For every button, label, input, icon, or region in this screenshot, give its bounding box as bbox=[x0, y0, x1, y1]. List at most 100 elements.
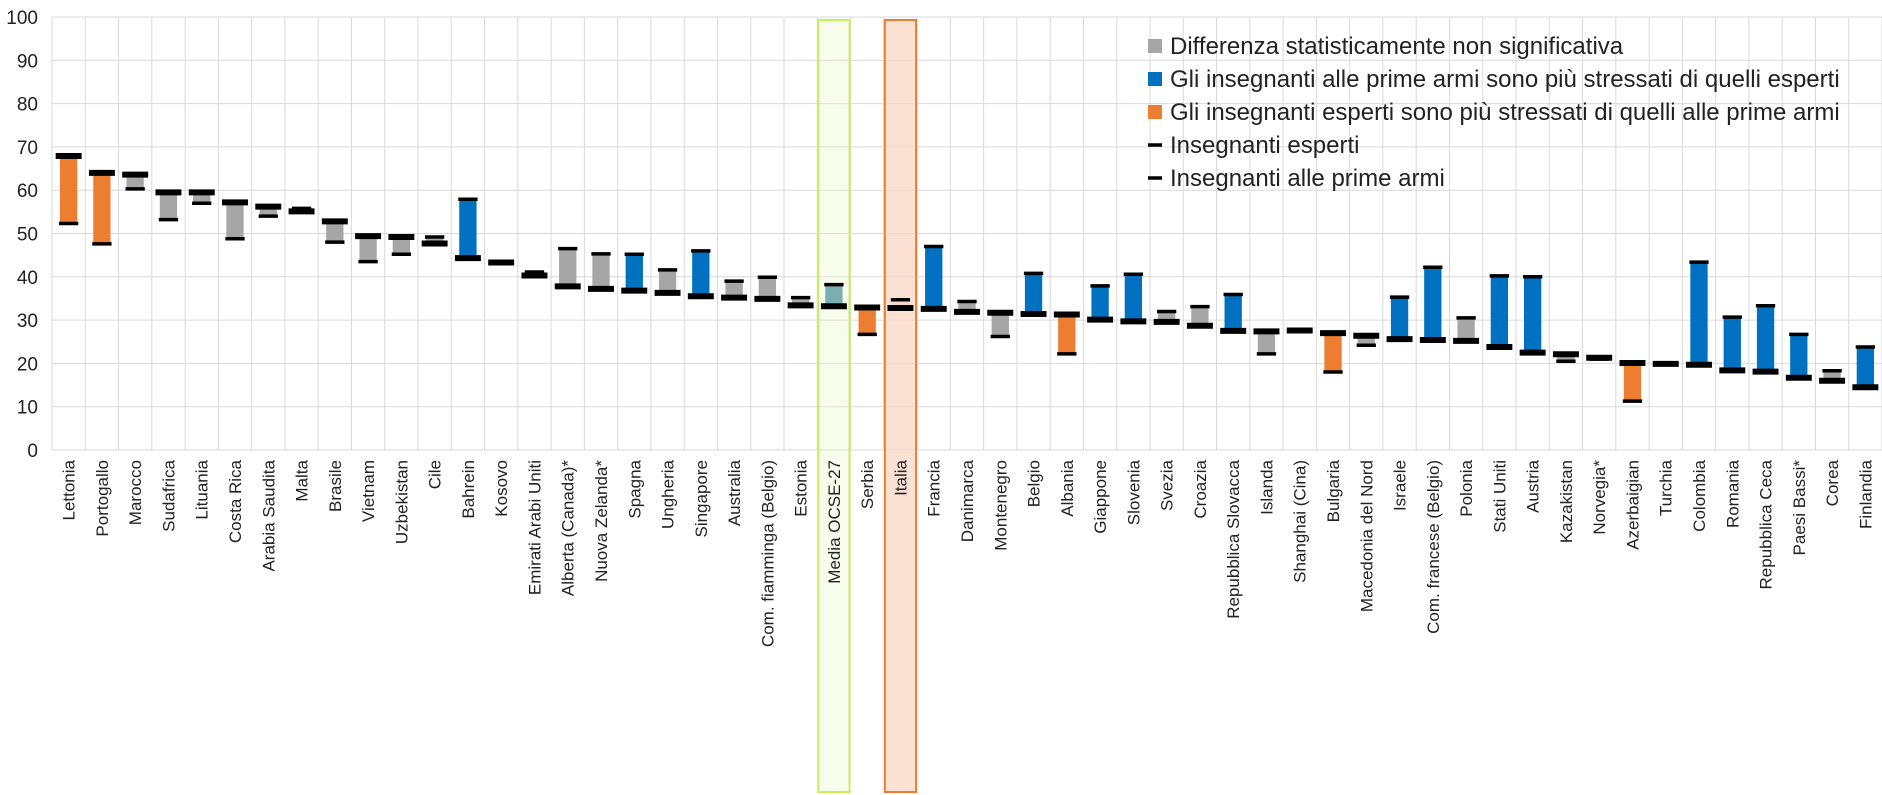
category-label: Lituania bbox=[193, 459, 212, 519]
bar bbox=[459, 199, 477, 259]
y-tick-label: 60 bbox=[17, 181, 38, 202]
category-label: Alberta (Canada)* bbox=[559, 460, 578, 596]
y-tick-label: 90 bbox=[17, 51, 38, 72]
category-label: Com. fiamminga (Belgio) bbox=[758, 460, 777, 647]
category-label: Estonia bbox=[792, 459, 811, 516]
bar bbox=[1756, 305, 1775, 372]
bar bbox=[559, 248, 577, 287]
category-label: Kazakistan bbox=[1557, 460, 1576, 543]
oecd-highlight-box bbox=[817, 19, 851, 793]
bar bbox=[1024, 273, 1043, 315]
bar bbox=[592, 253, 610, 289]
legend-label: Insegnanti alle prime armi bbox=[1170, 165, 1445, 192]
bar bbox=[159, 192, 178, 220]
category-label: Romania bbox=[1723, 459, 1742, 528]
category-label: Montenegro bbox=[991, 460, 1010, 551]
bar bbox=[1157, 311, 1176, 322]
y-tick-label: 80 bbox=[17, 95, 38, 116]
bar bbox=[858, 307, 876, 335]
category-label: Francia bbox=[925, 459, 944, 516]
category-label: Islanda bbox=[1257, 459, 1276, 514]
bar bbox=[925, 246, 943, 309]
bar bbox=[326, 221, 344, 243]
bar bbox=[392, 236, 411, 255]
category-label: Malta bbox=[293, 459, 312, 501]
category-label: Ungheria bbox=[659, 459, 678, 529]
bar bbox=[1390, 297, 1409, 340]
category-label: Cile bbox=[426, 460, 445, 489]
category-label: Norvegia* bbox=[1590, 460, 1609, 535]
bars bbox=[59, 155, 1875, 402]
bar bbox=[1457, 317, 1475, 341]
category-label: Svezia bbox=[1158, 459, 1177, 511]
category-label: Serbia bbox=[858, 459, 877, 509]
legend-label: Gli insegnanti esperti sono più stressat… bbox=[1170, 99, 1840, 126]
legend: Differenza statisticamente non significa… bbox=[1148, 33, 1840, 192]
bar bbox=[1523, 276, 1542, 353]
bar bbox=[692, 250, 710, 297]
legend-label: Differenza statisticamente non significa… bbox=[1170, 33, 1624, 60]
bar bbox=[891, 299, 910, 308]
category-label: Nuova Zelanda* bbox=[592, 460, 611, 582]
bar bbox=[791, 297, 810, 306]
bar bbox=[1324, 333, 1342, 373]
category-label: Stati Uniti bbox=[1490, 460, 1509, 533]
category-label: Paesi Bassi* bbox=[1790, 460, 1809, 556]
category-label: Sudafrica bbox=[159, 459, 178, 531]
category-label: Spagna bbox=[625, 459, 644, 518]
category-labels: Lettonia Portogallo Marocco Sudafrica Lituan… bbox=[60, 459, 1876, 647]
bar bbox=[758, 277, 777, 299]
category-label: Israele bbox=[1391, 460, 1410, 511]
y-tick-label: 40 bbox=[17, 268, 38, 289]
bar bbox=[1690, 262, 1708, 365]
category-label: Macedonia del Nord bbox=[1357, 460, 1376, 612]
category-label: Belgio bbox=[1025, 460, 1044, 507]
y-tick-label: 70 bbox=[17, 138, 38, 159]
category-label: Austria bbox=[1524, 459, 1543, 512]
category-label: Bahrein bbox=[459, 460, 478, 519]
highlight-boxes bbox=[817, 19, 918, 793]
category-label: Albania bbox=[1058, 459, 1077, 516]
category-label: Kosovo bbox=[492, 460, 511, 517]
bar bbox=[1623, 362, 1642, 402]
bar bbox=[226, 202, 244, 239]
legend-label: Insegnanti esperti bbox=[1170, 132, 1359, 159]
category-label: Italia bbox=[891, 459, 910, 495]
bar bbox=[1224, 294, 1242, 331]
legend-swatch-orange bbox=[1148, 105, 1162, 119]
category-label: Polonia bbox=[1457, 459, 1476, 516]
category-label: Emirati Arabi Uniti bbox=[525, 460, 544, 595]
legend-label: Gli insegnanti alle prime armi sono più … bbox=[1170, 66, 1840, 93]
bar bbox=[991, 312, 1009, 337]
bar bbox=[1091, 285, 1109, 320]
bar bbox=[1357, 335, 1375, 346]
bar bbox=[1257, 331, 1276, 354]
category-label: Portogallo bbox=[93, 460, 112, 537]
category-label: Repubblica Ceca bbox=[1757, 459, 1776, 589]
category-label: Croazia bbox=[1191, 459, 1210, 518]
category-label: Bulgaria bbox=[1324, 459, 1343, 522]
bar bbox=[425, 236, 444, 244]
y-tick-label: 10 bbox=[17, 398, 38, 419]
category-label: Slovenia bbox=[1124, 459, 1143, 525]
bar bbox=[1191, 306, 1209, 326]
category-label: Uzbekistan bbox=[392, 460, 411, 544]
bar bbox=[658, 269, 677, 293]
bar bbox=[126, 174, 144, 189]
category-label: Australia bbox=[725, 459, 744, 526]
bar bbox=[1823, 370, 1841, 381]
bar bbox=[59, 155, 78, 224]
category-label: Singapore bbox=[692, 460, 711, 538]
bar bbox=[1424, 267, 1442, 341]
bar bbox=[725, 281, 743, 298]
dash-markers bbox=[55, 152, 1879, 403]
y-tick-label: 0 bbox=[27, 441, 38, 462]
y-tick-label: 100 bbox=[6, 8, 38, 29]
category-label: Colombia bbox=[1690, 459, 1709, 531]
category-label: Azerbaigian bbox=[1623, 460, 1642, 550]
bar bbox=[1058, 314, 1076, 354]
y-tick-label: 50 bbox=[17, 225, 38, 246]
category-label: Arabia Saudita bbox=[259, 459, 278, 571]
category-label: Marocco bbox=[126, 460, 145, 525]
